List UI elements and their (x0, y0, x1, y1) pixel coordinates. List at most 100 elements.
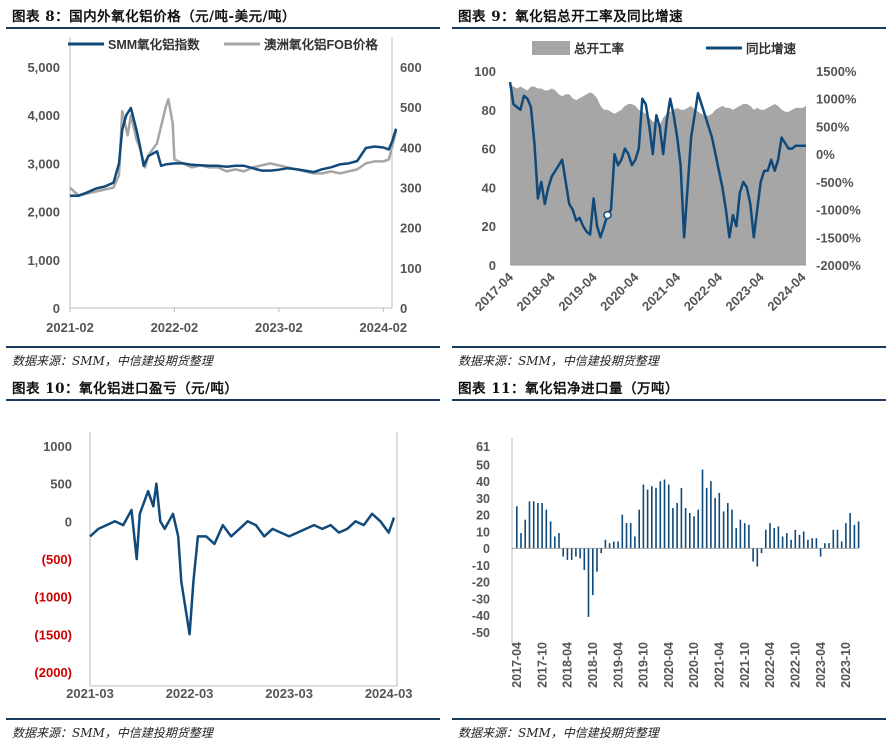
source-rule (452, 718, 886, 720)
y-tick-label: 60 (482, 142, 496, 157)
series-line-fob (69, 97, 398, 197)
bar (638, 509, 640, 549)
x-tick-label: 2024-03 (365, 686, 413, 701)
x-tick-label: 2018-04 (514, 269, 559, 314)
bar (583, 548, 586, 570)
source-note: 数据来源：SMM，中信建投期货整理 (458, 726, 659, 740)
bar (545, 509, 548, 549)
y2-tick-label: -1500% (816, 230, 861, 245)
bar (798, 534, 801, 549)
y-tick-label: 10 (476, 525, 490, 539)
y-tick-label: 0 (483, 542, 490, 556)
legend-label: 同比增速 (746, 41, 797, 56)
bar (592, 548, 594, 596)
bar (689, 513, 691, 549)
bar (773, 528, 775, 549)
bar (786, 533, 788, 549)
y-tick-label: (1500) (34, 627, 72, 642)
bar (608, 543, 611, 549)
bar (621, 514, 624, 549)
x-tick-label: 2023-04 (814, 642, 828, 688)
y2-tick-label: -1000% (816, 203, 861, 218)
bar (853, 524, 856, 549)
bar (579, 548, 581, 559)
x-tick-label: 2024-02 (359, 320, 407, 335)
bar (756, 548, 759, 567)
bar (828, 543, 830, 549)
source-rule (6, 346, 440, 348)
y-tick-label: 20 (476, 509, 490, 523)
chart-title: 图表 8：国内外氧化铝价格（元/吨-美元/吨） (12, 9, 297, 25)
legend-label: 总开工率 (574, 41, 625, 56)
bar (857, 521, 860, 549)
chart-title: 图表 10：氧化铝进口盈亏（元/吨） (12, 381, 239, 397)
bar (845, 523, 847, 549)
bar (807, 539, 809, 549)
title-rule (6, 27, 440, 29)
chart-panel-import-profit: 图表 10：氧化铝进口盈亏（元/吨） (2000) (1500) (1000) (50… (0, 372, 446, 743)
y-tick-label: 500 (50, 477, 72, 492)
y-tick-label: 0 (65, 514, 72, 529)
bar (701, 469, 704, 549)
y-tick-label: 40 (482, 180, 496, 195)
bar (629, 523, 632, 549)
bar (765, 529, 767, 549)
bar (710, 481, 712, 549)
bar (815, 538, 818, 549)
bar (794, 529, 797, 549)
x-tick-label: 2018-04 (561, 642, 575, 688)
y2-tick-label: -500% (816, 175, 854, 190)
bar (570, 548, 573, 560)
series-line-smm (70, 106, 398, 197)
bar (541, 503, 543, 549)
x-tick-label: 2024-04 (764, 269, 809, 314)
x-tick-label: 2021-03 (66, 686, 114, 701)
y2-tick-label: 300 (400, 181, 422, 196)
y-tick-label: 40 (476, 475, 490, 489)
bar (663, 479, 666, 549)
x-tick-label: 2019-04 (611, 642, 625, 688)
chart-title: 图表 11：氧化铝净进口量（万吨） (458, 381, 679, 397)
x-tick-label: 2022-02 (151, 320, 199, 335)
x-tick-label: 2023-04 (723, 269, 768, 314)
x-tick-label: 2021-04 (639, 269, 684, 314)
bar (824, 543, 826, 549)
bar (693, 516, 695, 549)
source-note: 数据来源：SMM，中信建投期货整理 (12, 726, 213, 740)
y2-tick-label: -2000% (816, 258, 861, 273)
chart-title: 图表 9：氧化铝总开工率及同比增速 (458, 9, 684, 25)
y2-tick-label: 0 (400, 301, 407, 316)
source-note: 数据来源：SMM，中信建投期货整理 (458, 354, 659, 368)
x-tick-label: 2021-04 (713, 642, 727, 688)
title-rule (6, 399, 440, 401)
x-tick-label: 2018-10 (586, 642, 600, 688)
bar (731, 509, 733, 549)
y-tick-label: 100 (474, 64, 496, 79)
bar (625, 523, 628, 549)
x-tick-label: 2017-04 (510, 642, 524, 688)
y2-tick-label: 0% (816, 147, 835, 162)
y-tick-label: (1000) (34, 590, 72, 605)
bar (811, 538, 813, 549)
bar (832, 529, 835, 549)
y-tick-label: 80 (482, 103, 496, 118)
bar (516, 506, 518, 549)
y-tick-label: 0 (489, 258, 496, 273)
x-tick-label: 2022-03 (166, 686, 214, 701)
x-tick-label: 2022-04 (681, 269, 726, 314)
y-tick-label: (2000) (34, 665, 72, 680)
bar (596, 548, 598, 572)
bar (554, 536, 556, 549)
bar (718, 492, 721, 549)
bar (705, 487, 708, 549)
x-tick-label: 2023-03 (265, 686, 313, 701)
y2-tick-label: 200 (400, 221, 422, 236)
x-tick-label: 2022-10 (788, 642, 802, 688)
series-line-yoy (508, 81, 806, 239)
y-tick-label: -30 (472, 592, 490, 606)
y-tick-label: 30 (476, 492, 490, 506)
bar (634, 536, 636, 549)
bar (672, 508, 674, 549)
bar (558, 533, 560, 549)
y-tick-label: 2,000 (27, 205, 60, 220)
